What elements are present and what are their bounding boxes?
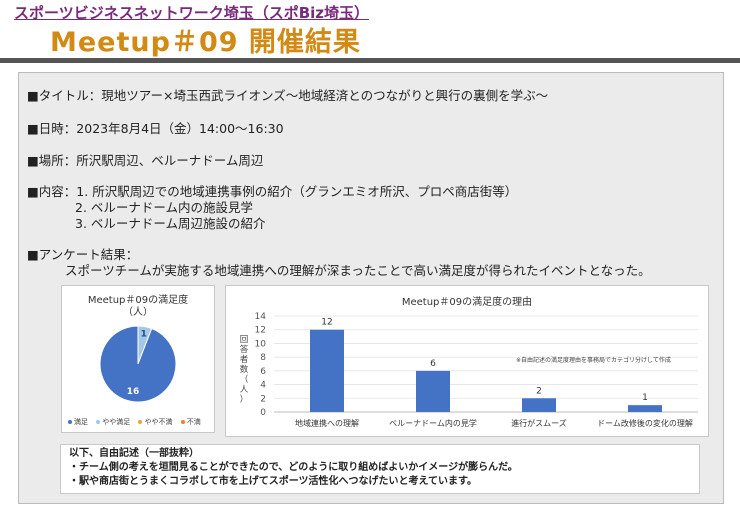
legend-label: 満足 bbox=[74, 418, 88, 426]
y-tick-label: 6 bbox=[260, 367, 266, 377]
y-axis-label-char: 答 bbox=[240, 344, 249, 355]
bar-data-label: 2 bbox=[536, 386, 542, 396]
bar-2 bbox=[416, 370, 450, 412]
y-tick-label: 0 bbox=[260, 408, 266, 418]
comment-item: ・駅や商店街とうまくコラボして市を上げてスポーツ活性化へつなげたいと考えています… bbox=[69, 476, 477, 487]
pie-data-label: 16 bbox=[127, 387, 140, 397]
bar-data-label: 1 bbox=[642, 393, 648, 403]
event-date-line: ■日時：2023年8月4日（金）14:00～16:30 bbox=[27, 121, 284, 136]
event-content-line: ■内容：1. 所沢駅周辺での地域連携事例の紹介（グランエミオ所沢、プロペ商店街等… bbox=[27, 184, 518, 199]
y-tick-label: 8 bbox=[260, 353, 266, 363]
y-tick-label: 14 bbox=[255, 312, 267, 322]
y-axis-label-char: 者 bbox=[240, 355, 249, 365]
x-category-label: 進行がスムーズ bbox=[511, 418, 567, 428]
event-title-line: ■タイトル：現地ツアー×埼玉西武ライオンズ～地域経済とのつながりと興行の裏側を学… bbox=[27, 88, 549, 103]
x-category-label: ドーム改修後の変化の理解 bbox=[597, 418, 693, 428]
legend-item-somewhat-dissatisfied: やや不満 bbox=[138, 417, 172, 427]
bar-chart-title: Meetup＃09の満足度の理由 bbox=[401, 297, 533, 308]
survey-summary: スポーツチームが実施する地域連携への理解が深まったことで高い満足度が得られたイベ… bbox=[65, 263, 651, 278]
event-place-line: ■場所：所沢駅周辺、ベルーナドーム周辺 bbox=[27, 153, 264, 168]
legend-dot-icon bbox=[180, 420, 185, 424]
x-category-label: 地域連携への理解 bbox=[295, 418, 359, 428]
y-axis-label-char: 数 bbox=[240, 364, 249, 375]
bar-4 bbox=[628, 405, 662, 412]
y-tick-label: 10 bbox=[255, 339, 267, 349]
bar-chart-note: ※自由記述の満足度理由を事務局でカテゴリ分けして作成 bbox=[516, 356, 671, 364]
legend-label: 不満 bbox=[186, 418, 201, 426]
legend-item-satisfied: 満足 bbox=[68, 417, 88, 427]
y-tick-label: 2 bbox=[260, 394, 266, 404]
comments-heading: 以下、自由記述（一部抜粋） bbox=[69, 448, 199, 459]
legend-label: やや不満 bbox=[144, 418, 173, 426]
legend-item-somewhat-satisfied: やや満足 bbox=[96, 417, 130, 427]
legend-dot-icon bbox=[138, 420, 143, 424]
bar-1 bbox=[310, 329, 344, 412]
pie-chart-title: Meetup＃09の満足度 bbox=[87, 295, 189, 306]
bar-3 bbox=[522, 398, 556, 412]
y-axis-label-char: ） bbox=[240, 394, 249, 405]
legend-label: やや満足 bbox=[102, 418, 131, 426]
page-title: Meetup＃09 開催結果 bbox=[50, 27, 361, 58]
pie-chart-unit: （人） bbox=[123, 307, 153, 318]
reason-bar-card: Meetup＃09の満足度の理由 0 2 4 6 8 10 12 14 回答者数（人） 12 地域連… bbox=[225, 285, 709, 437]
organization-name: スポーツビジネスネットワーク埼玉（スポBiz埼玉） bbox=[14, 4, 370, 22]
satisfaction-pie-card: Meetup＃09の満足度 （人） 1 16 満足 やや満足 やや不満 不満 bbox=[61, 285, 215, 433]
pie-data-label: 1 bbox=[141, 329, 147, 339]
x-category-label: ベルーナドーム内の見学 bbox=[389, 418, 477, 428]
survey-label: ■アンケート結果： bbox=[27, 247, 139, 262]
pie-legend: 満足 やや満足 やや不満 不満 bbox=[68, 417, 207, 427]
legend-item-dissatisfied: 不満 bbox=[180, 417, 201, 427]
event-content-item-2: 2. ベルーナドーム内の施設見学 bbox=[75, 200, 254, 215]
reason-bar-chart: 02468101214回答者数（人）12地域連携への理解6ベルーナドーム内の見学… bbox=[240, 312, 698, 428]
bar-data-label: 6 bbox=[430, 359, 436, 369]
y-axis-label-char: 回 bbox=[240, 335, 249, 345]
comment-item: ・チーム側の考えを垣間見ることができたので、どのように取り組めばよいかイメージが… bbox=[69, 462, 518, 473]
header-divider bbox=[0, 58, 740, 63]
legend-dot-icon bbox=[68, 420, 72, 424]
y-tick-label: 12 bbox=[255, 326, 266, 336]
y-axis-label-char: 人 bbox=[240, 385, 249, 395]
pie-slice-1 bbox=[99, 325, 177, 403]
satisfaction-pie-chart: 1 16 bbox=[99, 325, 177, 403]
bar-data-label: 12 bbox=[321, 318, 332, 328]
free-comments-box: 以下、自由記述（一部抜粋） ・チーム側の考えを垣間見ることができたので、どのよう… bbox=[60, 444, 700, 494]
y-tick-label: 4 bbox=[260, 381, 266, 391]
event-content-item-3: 3. ベルーナドーム周辺施設の紹介 bbox=[75, 216, 266, 231]
y-axis-label-char: （ bbox=[240, 374, 249, 385]
legend-dot-icon bbox=[96, 420, 101, 424]
report-panel: ■タイトル：現地ツアー×埼玉西武ライオンズ～地域経済とのつながりと興行の裏側を学… bbox=[18, 72, 724, 504]
